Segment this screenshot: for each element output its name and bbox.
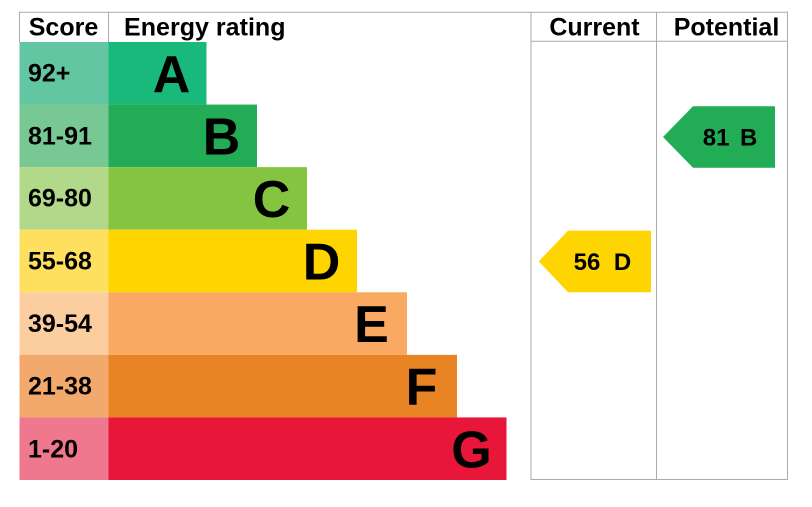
- svg-text:1-20: 1-20: [28, 436, 78, 464]
- svg-text:E: E: [354, 296, 389, 354]
- svg-text:B: B: [740, 125, 757, 152]
- svg-text:69-80: 69-80: [28, 185, 92, 213]
- svg-text:D: D: [614, 249, 631, 276]
- svg-text:39-54: 39-54: [28, 310, 92, 338]
- svg-text:81-91: 81-91: [28, 123, 92, 151]
- svg-text:92+: 92+: [28, 60, 70, 88]
- svg-text:A: A: [153, 46, 191, 104]
- svg-text:G: G: [451, 421, 491, 479]
- svg-text:C: C: [253, 171, 291, 229]
- svg-text:Current: Current: [549, 14, 640, 42]
- svg-text:81: 81: [703, 125, 730, 152]
- svg-text:D: D: [303, 234, 341, 292]
- svg-text:21-38: 21-38: [28, 373, 92, 401]
- svg-text:F: F: [406, 359, 438, 417]
- svg-text:56: 56: [574, 249, 601, 276]
- svg-text:Score: Score: [29, 14, 99, 42]
- svg-text:Energy rating: Energy rating: [124, 14, 286, 42]
- svg-text:Potential: Potential: [674, 14, 780, 42]
- svg-text:55-68: 55-68: [28, 248, 92, 276]
- svg-text:B: B: [203, 109, 241, 167]
